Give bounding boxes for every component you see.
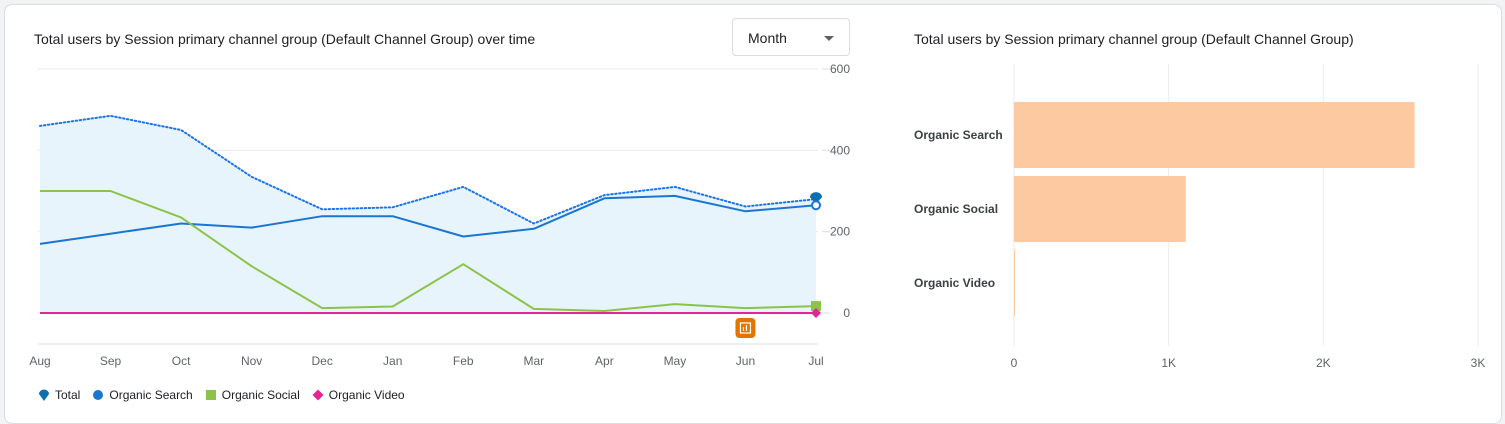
legend-label: Organic Social [221, 388, 300, 402]
legend-label: Organic Search [109, 388, 193, 402]
x-tick-label: Apr [595, 354, 614, 368]
bar-chart: 0 1K 2K 3K Organic Search Organic Social Organ… [914, 64, 1486, 370]
category-label: Organic Video [914, 276, 995, 290]
x-tick-label: Mar [523, 354, 544, 368]
x-tick-label: 0 [1011, 356, 1018, 370]
bar-organic-search [1014, 102, 1415, 168]
x-tick-label: Jan [383, 354, 402, 368]
x-tick-label: Dec [312, 354, 333, 368]
y-tick-label: 0 [843, 306, 850, 320]
granularity-dropdown[interactable]: Month [732, 18, 850, 56]
circle-marker-icon [93, 390, 104, 400]
organic-social-line [40, 190, 817, 312]
organic-video-end-marker [811, 308, 821, 318]
x-tick-label: May [664, 354, 687, 368]
chart-legend: Total Organic Search Organic Social Organic… [38, 388, 405, 402]
diamond-marker-icon [312, 389, 324, 401]
organic-search-end-marker [811, 200, 821, 211]
legend-label: Total [55, 388, 81, 402]
legend-item-organic-search[interactable]: Organic Search [92, 388, 193, 402]
x-tick-label: 2K [1316, 356, 1331, 370]
total-line [39, 114, 817, 225]
square-marker-icon [205, 390, 216, 400]
organic-social-end-marker [811, 301, 821, 312]
total-area [40, 115, 816, 313]
legend-label: Organic Video [328, 388, 405, 402]
anomaly-icon [735, 318, 756, 338]
x-tick-label: Jul [808, 354, 823, 368]
y-tick-label: 200 [830, 225, 850, 239]
total-end-marker [810, 192, 822, 205]
line-chart: 600 400 200 0 Aug Sep Oct Nov Dec Jan Feb Mar Apr May… [29, 62, 850, 368]
x-tick-label: Nov [241, 354, 262, 368]
x-tick-label: Oct [172, 354, 191, 368]
x-tick-label: 1K [1161, 356, 1176, 370]
legend-item-organic-social[interactable]: Organic Social [205, 388, 300, 402]
bar-organic-video [1014, 250, 1015, 316]
x-tick-label: Sep [100, 354, 122, 368]
x-tick-label: Feb [453, 354, 474, 368]
x-tick-label: 3K [1471, 356, 1486, 370]
bar-chart-title: Total users by Session primary channel g… [914, 31, 1354, 47]
x-tick-label: Jun [736, 354, 755, 368]
diamond-shape [312, 389, 324, 401]
pin-marker-icon [39, 389, 49, 401]
organic-search-line [39, 194, 817, 245]
y-tick-label: 400 [830, 143, 850, 157]
y-tick-label: 600 [830, 62, 850, 76]
category-label: Organic Search [914, 128, 1003, 142]
square-shape [205, 390, 216, 400]
x-tick-label: Aug [29, 354, 50, 368]
granularity-value: Month [748, 30, 787, 46]
bar-organic-social [1014, 176, 1186, 242]
anomaly-icon-frame [739, 322, 752, 334]
line-chart-title: Total users by Session primary channel g… [34, 31, 536, 47]
category-label: Organic Social [914, 202, 998, 216]
chevron-down-icon [824, 36, 834, 41]
pin-shape [39, 389, 49, 401]
legend-item-total[interactable]: Total [38, 388, 80, 402]
circle-shape [93, 390, 104, 400]
legend-item-organic-video[interactable]: Organic Video [312, 388, 405, 402]
